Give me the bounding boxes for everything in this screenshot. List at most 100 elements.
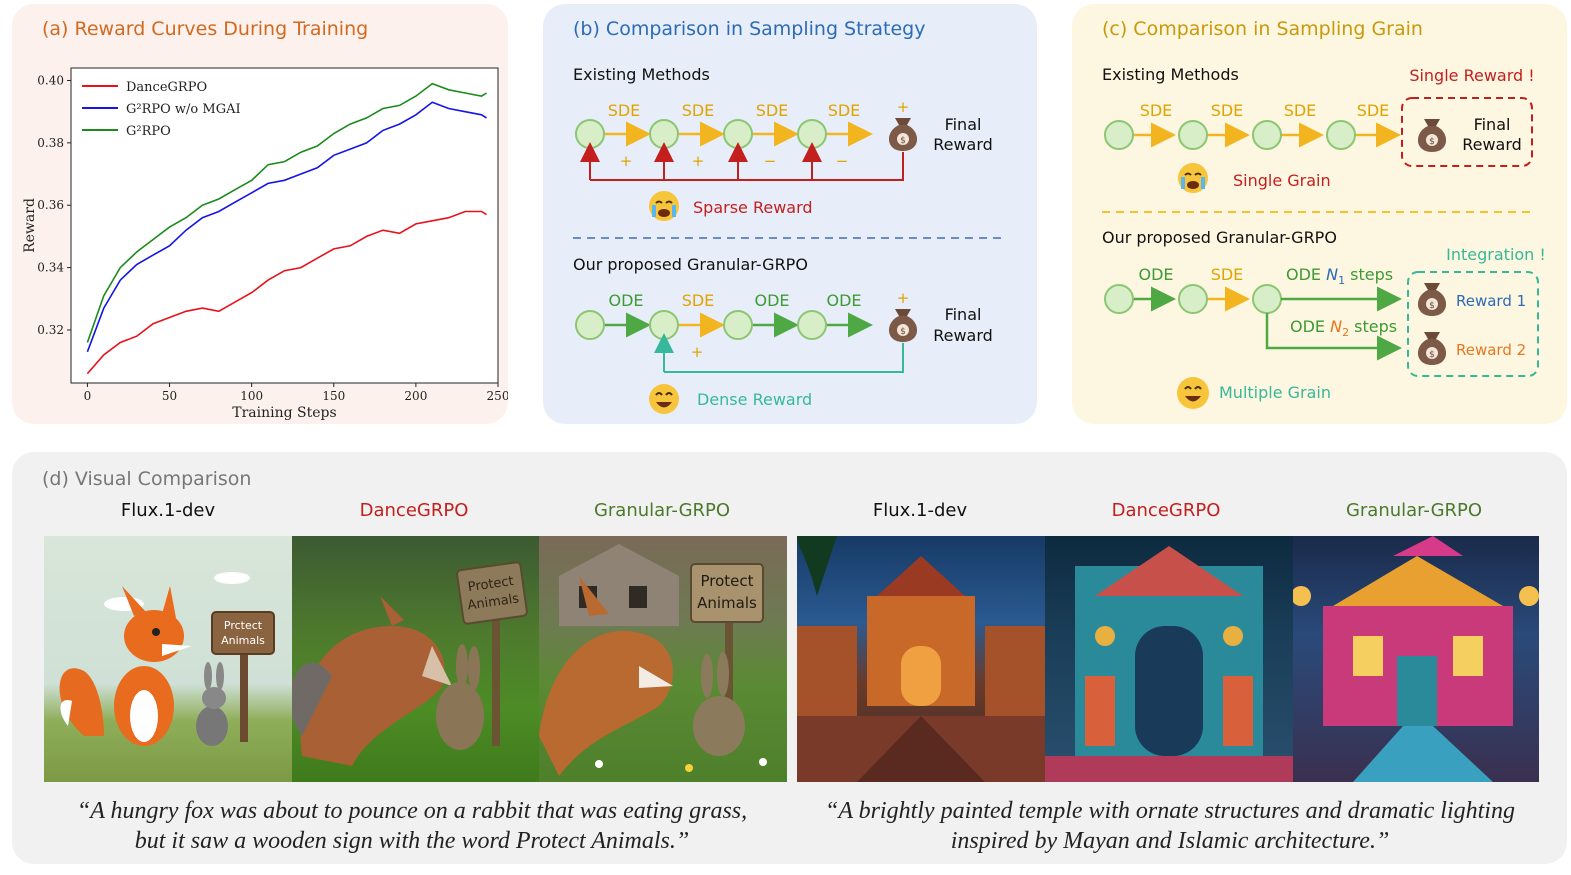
- money-bag-icon: $: [1417, 119, 1447, 152]
- sign-text: Prctect: [224, 619, 263, 632]
- temple-scene: [1045, 546, 1293, 782]
- step-label: SDE: [1211, 265, 1244, 284]
- single-reward-label: Single Reward !: [1409, 66, 1534, 85]
- panel-b-title: (b) Comparison in Sampling Strategy: [573, 18, 926, 40]
- step-label: SDE: [828, 101, 861, 120]
- state-node: [1178, 120, 1208, 150]
- svg-text:$: $: [900, 327, 906, 337]
- money-bag-icon: $: [1417, 332, 1447, 365]
- state-node: [1104, 284, 1134, 314]
- y-tick-label: 0.40: [37, 73, 64, 87]
- single-grain-label: Single Grain: [1233, 171, 1331, 190]
- x-tick-label: 0: [84, 389, 92, 403]
- panel-a-title: (a) Reward Curves During Training: [42, 18, 369, 40]
- panel-d-title: (d) Visual Comparison: [42, 468, 252, 490]
- grinning-emoji-icon: [1177, 377, 1209, 409]
- panel-sampling-grain: [1072, 4, 1567, 424]
- multiple-grain-label: Multiple Grain: [1219, 383, 1331, 402]
- x-tick-label: 100: [240, 389, 263, 403]
- panel-sampling-strategy: [543, 4, 1037, 424]
- reward-line-chart: 0 50 100 150 200 250 0.32 0.34 0.36 0.38 0.40 Train…: [22, 67, 508, 421]
- svg-text:$: $: [1429, 350, 1435, 360]
- state-node: [1252, 120, 1282, 150]
- caption-left: “A hungry fox was about to pounce on a r…: [32, 796, 792, 856]
- sign-text: Animals: [221, 634, 265, 647]
- x-axis-label: Training Steps: [232, 405, 336, 421]
- x-tick-label: 250: [487, 389, 508, 403]
- final-reward-label: Final: [945, 305, 982, 324]
- column-label-dancegrpo-right: DanceGRPO: [1111, 500, 1221, 521]
- temple-image-flux: [797, 536, 1045, 782]
- series-line: [86, 82, 487, 343]
- reward-sign: +: [620, 152, 633, 170]
- grinning-emoji-icon: [649, 384, 679, 414]
- fox-photo-scene: Protect Animals: [292, 561, 528, 766]
- state-node: [723, 310, 753, 340]
- column-label-dancegrpo-left: DanceGRPO: [359, 500, 469, 521]
- x-tick-label: 50: [162, 389, 177, 403]
- crying-emoji-icon: [649, 191, 679, 221]
- svg-text:$: $: [1429, 301, 1435, 311]
- state-node: [797, 310, 827, 340]
- fox-photo-scene: Protect Animals: [539, 544, 767, 776]
- step-label: ODE: [608, 291, 643, 310]
- reward-1-label: Reward 1: [1456, 292, 1526, 310]
- money-bag-icon: $: [888, 309, 918, 342]
- legend-label: G²RPO: [126, 124, 171, 139]
- state-node: [575, 310, 605, 340]
- temple-scene: [797, 536, 1045, 782]
- y-axis-label: Reward: [22, 198, 38, 253]
- y-tick-label: 0.38: [37, 136, 64, 150]
- column-label-granular-left: Granular-GRPO: [593, 500, 731, 521]
- integration-box: [1407, 271, 1539, 377]
- fox-image-granular: Protect Animals: [539, 536, 787, 782]
- y-tick-label: 0.36: [37, 198, 64, 212]
- x-tick-label: 200: [404, 389, 427, 403]
- step-label: ODE: [826, 291, 861, 310]
- state-node: [1178, 284, 1208, 314]
- final-reward-label: Final: [945, 115, 982, 134]
- existing-methods-label: Existing Methods: [1102, 65, 1239, 84]
- reward-sign: −: [764, 152, 777, 170]
- legend-label: G²RPO w/o MGAI: [126, 102, 241, 117]
- panel-c-title: (c) Comparison in Sampling Grain: [1102, 18, 1423, 40]
- reward-sign: +: [691, 343, 704, 361]
- dense-reward-label: Dense Reward: [697, 390, 812, 409]
- sign-text: Protect: [467, 574, 515, 595]
- top-chain: SDE SDE SDE SDE + + − − + $ Final Reward: [575, 98, 993, 181]
- top-chain: SDE SDE SDE SDE $ Final Reward: [1104, 97, 1533, 167]
- state-node: [575, 119, 605, 149]
- step-label: SDE: [682, 291, 715, 310]
- sign-text: Protect: [700, 572, 753, 590]
- bottom-chain: ODE SDE ODE ODE + + $ Final Reward: [575, 289, 993, 373]
- column-label-granular-right: Granular-GRPO: [1345, 500, 1483, 521]
- sign-text: Animals: [467, 591, 521, 613]
- branch-2-label: ODE N2 steps: [1290, 317, 1397, 339]
- step-label: SDE: [756, 101, 789, 120]
- step-label: SDE: [1140, 101, 1173, 120]
- y-tick-label: 0.34: [37, 261, 64, 275]
- temple-image-granular: [1293, 536, 1539, 782]
- state-node: [649, 310, 679, 340]
- reward-sign: +: [692, 152, 705, 170]
- svg-text:$: $: [900, 136, 906, 146]
- x-tick-label: 150: [322, 389, 345, 403]
- fox-image-flux: Prctect Animals: [44, 536, 292, 782]
- sign-text: Animals: [697, 594, 757, 612]
- sampling-strategy-diagram: Existing Methods SDE SDE SDE SDE + + − −…: [573, 65, 1003, 414]
- reward-sign: +: [897, 98, 910, 116]
- caption-line: inspired by Mayan and Islamic architectu…: [950, 828, 1390, 854]
- money-bag-icon: $: [888, 118, 918, 151]
- step-label: SDE: [608, 101, 641, 120]
- state-node: [649, 119, 679, 149]
- sparse-reward-label: Sparse Reward: [693, 198, 813, 217]
- caption-line: but it saw a wooden sign with the word P…: [134, 828, 690, 854]
- step-label: ODE: [1138, 265, 1173, 284]
- final-reward-label: Reward: [1462, 135, 1522, 154]
- crying-emoji-icon: [1178, 163, 1208, 193]
- series-line: [86, 210, 487, 375]
- state-node: [1104, 120, 1134, 150]
- money-bag-icon: $: [1417, 283, 1447, 316]
- fox-image-dancegrpo: Protect Animals: [292, 536, 539, 782]
- reward-2-label: Reward 2: [1456, 341, 1526, 359]
